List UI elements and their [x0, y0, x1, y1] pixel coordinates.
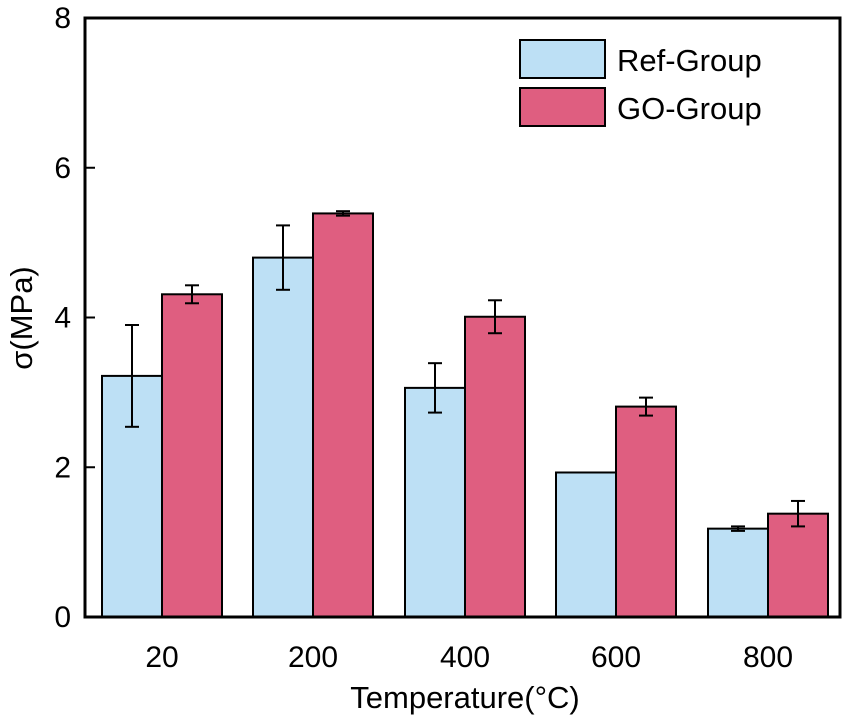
bar-go-group-20: [161, 293, 223, 618]
bar-ref-group-400: [404, 386, 466, 618]
error-bar-go-group-800: [791, 499, 805, 528]
bar-go-group-400: [464, 315, 526, 618]
bar-ref-group-600: [555, 471, 617, 618]
error-bar-ref-group-400: [428, 362, 442, 414]
x-tick-label-200: 200: [288, 641, 338, 674]
legend-swatch-ref-group: [519, 39, 606, 79]
legend-label-ref-group: Ref-Group: [617, 43, 762, 78]
error-bar-ref-group-20: [125, 323, 139, 428]
error-bar-go-group-600: [639, 396, 653, 417]
error-bars-layer: [125, 210, 805, 532]
y-axis-title: σ(MPa): [4, 266, 39, 370]
y-tick-label-8: 8: [54, 2, 71, 35]
error-bar-go-group-20: [185, 284, 199, 305]
x-tick-label-400: 400: [440, 641, 490, 674]
error-bar-ref-group-800: [731, 525, 745, 532]
x-tick-label-600: 600: [591, 641, 641, 674]
x-tick-label-20: 20: [145, 641, 178, 674]
legend: Ref-Group GO-Group: [519, 39, 762, 127]
y-tick-label-6: 6: [54, 152, 71, 185]
error-bar-ref-group-200: [276, 224, 290, 291]
bar-go-group-600: [615, 405, 677, 618]
x-axis-title: Temperature(°C): [350, 680, 579, 715]
bars-layer: [101, 212, 829, 619]
y-tick-label-4: 4: [54, 302, 71, 335]
y-tick-label-2: 2: [54, 451, 71, 484]
bar-ref-group-200: [252, 256, 314, 618]
bar-ref-group-800: [707, 527, 769, 619]
bar-go-group-800: [767, 512, 829, 618]
legend-label-go-group: GO-Group: [617, 91, 762, 126]
error-bar-go-group-400: [488, 299, 502, 335]
y-tick-label-0: 0: [54, 601, 71, 634]
legend-swatch-go-group: [519, 87, 606, 127]
ticks-layer: 20 200 400 600 800 0 2 4 6 8: [54, 2, 793, 674]
x-tick-label-800: 800: [743, 641, 793, 674]
error-bar-go-group-200: [336, 210, 350, 217]
bar-go-group-200: [312, 212, 374, 619]
